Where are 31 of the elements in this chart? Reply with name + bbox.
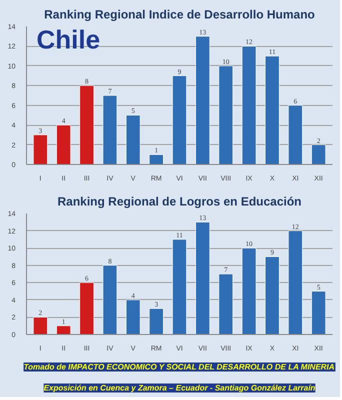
- bar: [195, 36, 210, 164]
- annotation: Chile: [36, 24, 100, 54]
- bar: [265, 256, 280, 334]
- bar: [311, 291, 326, 334]
- bar: [33, 134, 48, 164]
- bar: [80, 85, 94, 164]
- bar: [218, 274, 234, 334]
- bar: [265, 56, 280, 164]
- bar: [311, 144, 326, 164]
- chart-title: Ranking Regional de Logros en Educación: [57, 194, 302, 208]
- bar: [33, 316, 48, 334]
- bar: [126, 114, 140, 164]
- bar: [102, 95, 118, 164]
- bar: [195, 222, 210, 334]
- bar: [288, 230, 303, 334]
- bar: [242, 248, 256, 334]
- bar: [56, 326, 71, 334]
- bar: [126, 300, 140, 334]
- bar: [242, 46, 256, 164]
- text: Exposición en Cuenca y Zamora – Ecuador - Santiago González Larraín: [44, 384, 316, 392]
- bar: [80, 282, 94, 334]
- bar: [288, 105, 303, 164]
- bar: [149, 154, 164, 164]
- bar: [218, 66, 234, 164]
- bar: [102, 265, 118, 334]
- bar: [172, 239, 187, 334]
- bar: [149, 308, 164, 334]
- text: Tomado de IMPACTO ECONOMICO Y SOCIAL DEL DESARROLLO DE LA MINERIA: [24, 362, 335, 372]
- bar: [172, 76, 187, 164]
- bar: [56, 124, 71, 164]
- chart-title: Ranking Regional Indice de Desarrollo Humano: [44, 8, 315, 22]
